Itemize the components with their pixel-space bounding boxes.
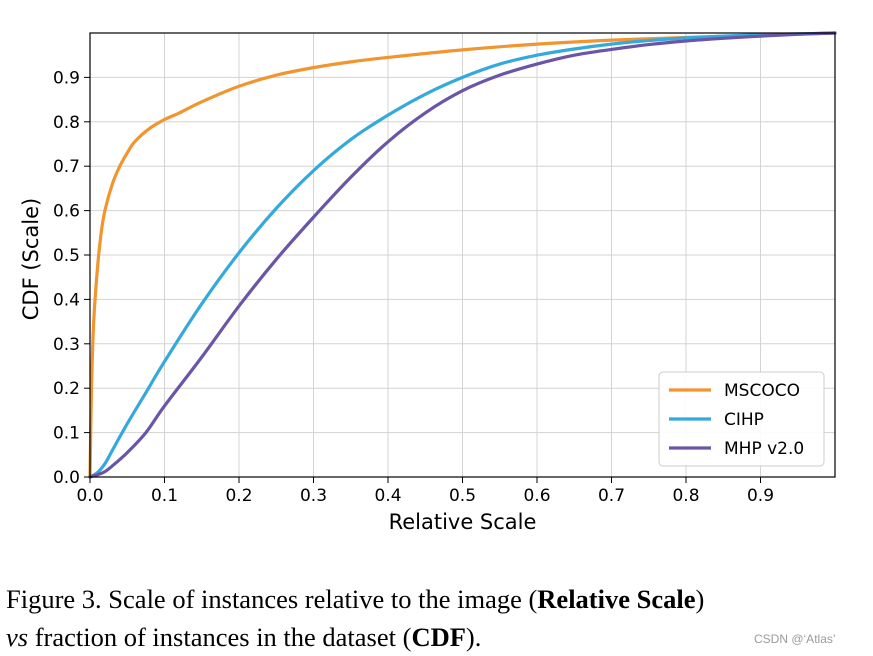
x-tick-label: 0.8: [672, 486, 699, 506]
y-tick-label: 0.1: [53, 424, 80, 444]
y-tick-label: 0.5: [53, 246, 80, 266]
x-tick-label: 0.6: [523, 486, 550, 506]
caption-suffix: ).: [465, 622, 482, 652]
cdf-chart: 0.0 0.1 0.2 0.3 0.4 0.5 0.6 0.7 0.8 0.9 0.0 0.1 0.2…: [19, 31, 837, 534]
x-axis-label: Relative Scale: [389, 510, 537, 534]
series-line-mhp-v2-0: [88, 31, 837, 479]
y-axis-ticks: 0.0 0.1 0.2 0.3 0.4 0.5 0.6 0.7 0.8 0.9: [53, 68, 90, 488]
y-tick-label: 0.8: [53, 113, 80, 133]
caption-vs: vs: [6, 622, 29, 652]
figure-caption: Figure 3. Scale of instances relative to…: [6, 580, 868, 656]
legend-label-mscoco: MSCOCO: [724, 381, 800, 401]
y-tick-label: 0.3: [53, 335, 80, 355]
legend: MSCOCO CIHP MHP v2.0: [658, 371, 825, 467]
x-tick-label: 0.3: [300, 486, 327, 506]
x-axis-ticks: 0.0 0.1 0.2 0.3 0.4 0.5 0.6 0.7 0.8 0.9: [76, 477, 774, 506]
series-lines: [88, 31, 837, 479]
legend-label-cihp: CIHP: [724, 410, 764, 430]
x-tick-label: 0.7: [598, 486, 625, 506]
legend-box: [658, 371, 825, 467]
legend-label-mhp-v2-0: MHP v2.0: [724, 439, 804, 459]
y-tick-label: 0.2: [53, 379, 80, 399]
y-tick-label: 0.4: [53, 290, 80, 310]
x-tick-label: 0.2: [225, 486, 252, 506]
series-line-mscoco: [88, 31, 837, 479]
caption-mid1: ): [695, 584, 705, 614]
series-line-cihp: [88, 31, 837, 479]
x-tick-label: 0.1: [151, 486, 178, 506]
x-tick-label: 0.0: [76, 486, 103, 506]
y-tick-label: 0.0: [53, 468, 80, 488]
caption-bold-cdf: CDF: [411, 622, 466, 652]
x-tick-label: 0.4: [374, 486, 401, 506]
caption-bold-relative-scale: Relative Scale: [537, 584, 696, 614]
caption-mid2: fraction of instances in the dataset (: [28, 622, 412, 652]
y-axis-label: CDF (Scale): [19, 198, 43, 320]
x-tick-label: 0.9: [747, 486, 774, 506]
y-tick-label: 0.6: [53, 202, 80, 222]
y-tick-label: 0.9: [53, 68, 80, 88]
x-tick-label: 0.5: [449, 486, 476, 506]
watermark: CSDN @‘Atlas’: [754, 632, 836, 646]
y-tick-label: 0.7: [53, 157, 80, 177]
caption-prefix: Figure 3. Scale of instances relative to…: [6, 584, 538, 614]
